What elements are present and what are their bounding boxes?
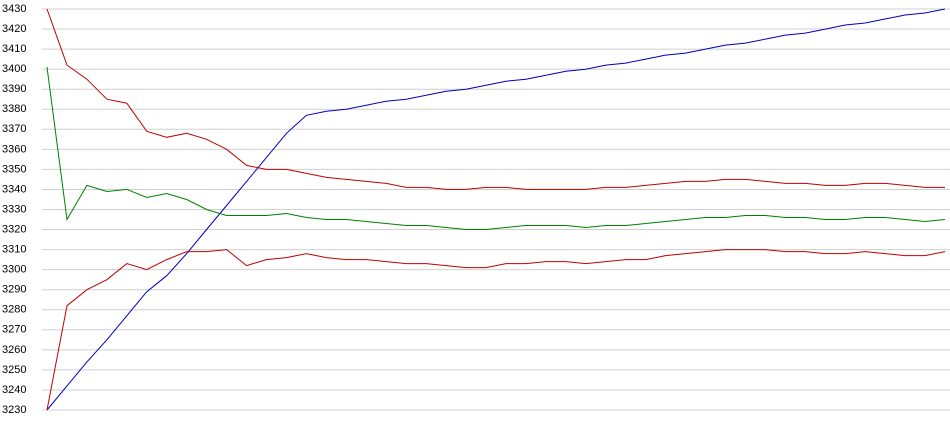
y-tick-label: 3260 <box>2 344 26 356</box>
y-tick-label: 3320 <box>2 223 26 235</box>
line-series <box>46 249 946 411</box>
y-tick-label: 3420 <box>2 23 26 35</box>
y-tick-label: 3290 <box>2 284 26 296</box>
y-tick-label: 3350 <box>2 163 26 175</box>
y-tick-label: 3240 <box>2 384 26 396</box>
y-tick-label: 3270 <box>2 324 26 336</box>
y-tick-label: 3310 <box>2 244 26 256</box>
y-tick-label: 3390 <box>2 83 26 95</box>
line-series <box>46 67 946 230</box>
y-tick-label: 3430 <box>2 3 26 15</box>
y-tick-label: 3400 <box>2 63 26 75</box>
y-tick-label: 3380 <box>2 103 26 115</box>
y-tick-label: 3330 <box>2 203 26 215</box>
y-tick-label: 3360 <box>2 143 26 155</box>
y-tick-label: 3410 <box>2 43 26 55</box>
y-tick-label: 3300 <box>2 264 26 276</box>
y-tick-label: 3280 <box>2 304 26 316</box>
y-tick-label: 3340 <box>2 183 26 195</box>
y-tick-label: 3250 <box>2 364 26 376</box>
y-tick-label: 3230 <box>2 404 26 416</box>
line-series <box>46 8 946 411</box>
y-tick-label: 3370 <box>2 123 26 135</box>
line-series <box>46 8 945 190</box>
